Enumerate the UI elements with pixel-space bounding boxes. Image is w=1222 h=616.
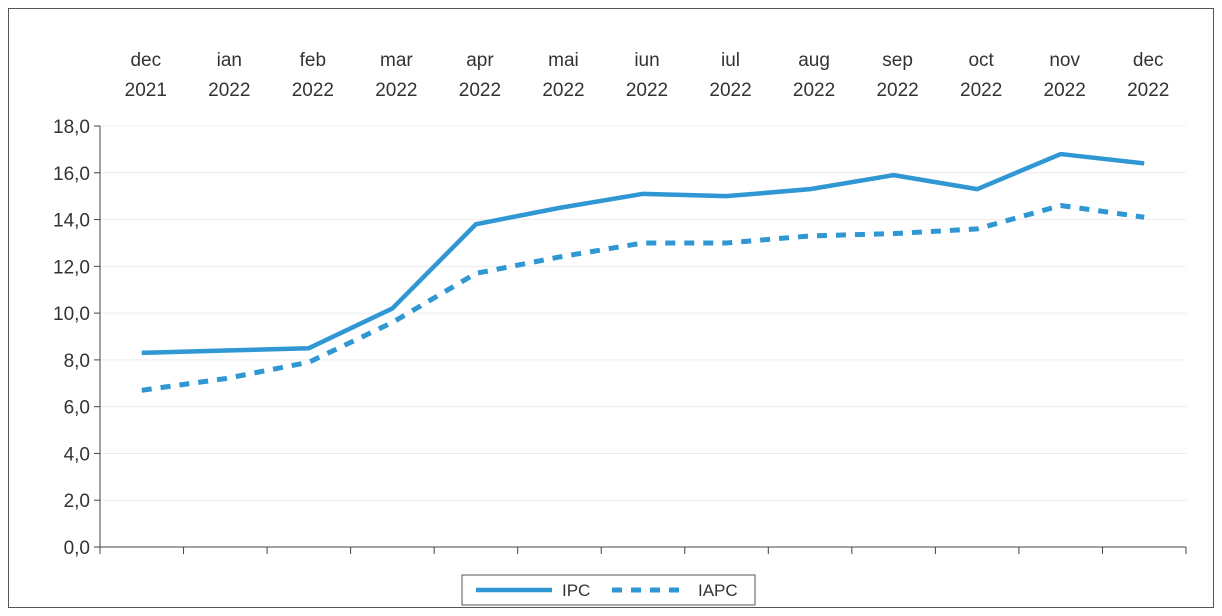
x-tick-label-year: 2022 (459, 80, 501, 101)
y-tick-label: 2,0 (64, 491, 90, 512)
x-tick-label-year: 2022 (626, 80, 668, 101)
y-tick-label: 0,0 (64, 538, 90, 559)
legend-label-ipc: IPC (562, 581, 590, 600)
x-tick-label-year: 2022 (793, 80, 835, 101)
x-tick-label-month: mar (380, 50, 413, 71)
y-tick-label: 8,0 (64, 351, 90, 372)
y-tick-label: 18,0 (53, 117, 90, 138)
x-tick-label-month: feb (300, 50, 326, 71)
legend-label-iapc: IAPC (698, 581, 738, 600)
x-tick-label-month: iun (634, 50, 659, 71)
chart-frame: 0,0 2,0 4,0 6,0 8,0 10,0 12,0 14,0 16,0 18,0 dec 2… (8, 8, 1214, 608)
x-tick-labels: dec 2021 ian 2022 feb 2022 mar 2022 apr 2022 mai 20… (125, 50, 1170, 101)
gridlines (100, 125, 1186, 501)
x-tick-label-month: aug (798, 50, 830, 71)
x-tick-label-year: 2022 (208, 80, 250, 101)
x-tick-label-month: apr (466, 50, 494, 71)
y-tick-label: 10,0 (53, 304, 90, 325)
legend: IPC IAPC (461, 574, 756, 606)
x-tick-label-month: nov (1049, 50, 1080, 71)
x-tick-label-month: dec (1133, 50, 1164, 71)
y-tick-label: 4,0 (64, 444, 90, 465)
x-tick-label-year: 2021 (125, 80, 167, 101)
x-tick-label-year: 2022 (375, 80, 417, 101)
x-tick-label-month: ian (217, 50, 242, 71)
y-tick-label: 14,0 (53, 211, 90, 232)
x-tick-label-year: 2022 (960, 80, 1002, 101)
x-tick-label-year: 2022 (542, 80, 584, 101)
y-tick-labels: 0,0 2,0 4,0 6,0 8,0 10,0 12,0 14,0 16,0 18,0 (53, 117, 90, 559)
chart-border (8, 8, 1214, 608)
x-tick-label-month: sep (882, 50, 913, 71)
line-chart: 0,0 2,0 4,0 6,0 8,0 10,0 12,0 14,0 16,0 18,0 dec 2… (8, 8, 1214, 608)
x-tick-label-month: oct (968, 50, 994, 71)
x-tick-label-year: 2022 (1127, 80, 1169, 101)
x-tick-label-year: 2022 (709, 80, 751, 101)
y-tick-label: 6,0 (64, 398, 90, 419)
x-tick-label-year: 2022 (1044, 80, 1086, 101)
series-lines (141, 151, 1145, 393)
x-tick-label-month: iul (721, 50, 740, 71)
y-tick-label: 12,0 (53, 257, 90, 278)
x-tick-label-year: 2022 (876, 80, 918, 101)
x-tick-label-year: 2022 (292, 80, 334, 101)
x-tick-label-month: mai (548, 50, 579, 71)
y-tick-label: 16,0 (53, 164, 90, 185)
x-tick-label-month: dec (130, 50, 161, 71)
axes (94, 125, 1187, 554)
